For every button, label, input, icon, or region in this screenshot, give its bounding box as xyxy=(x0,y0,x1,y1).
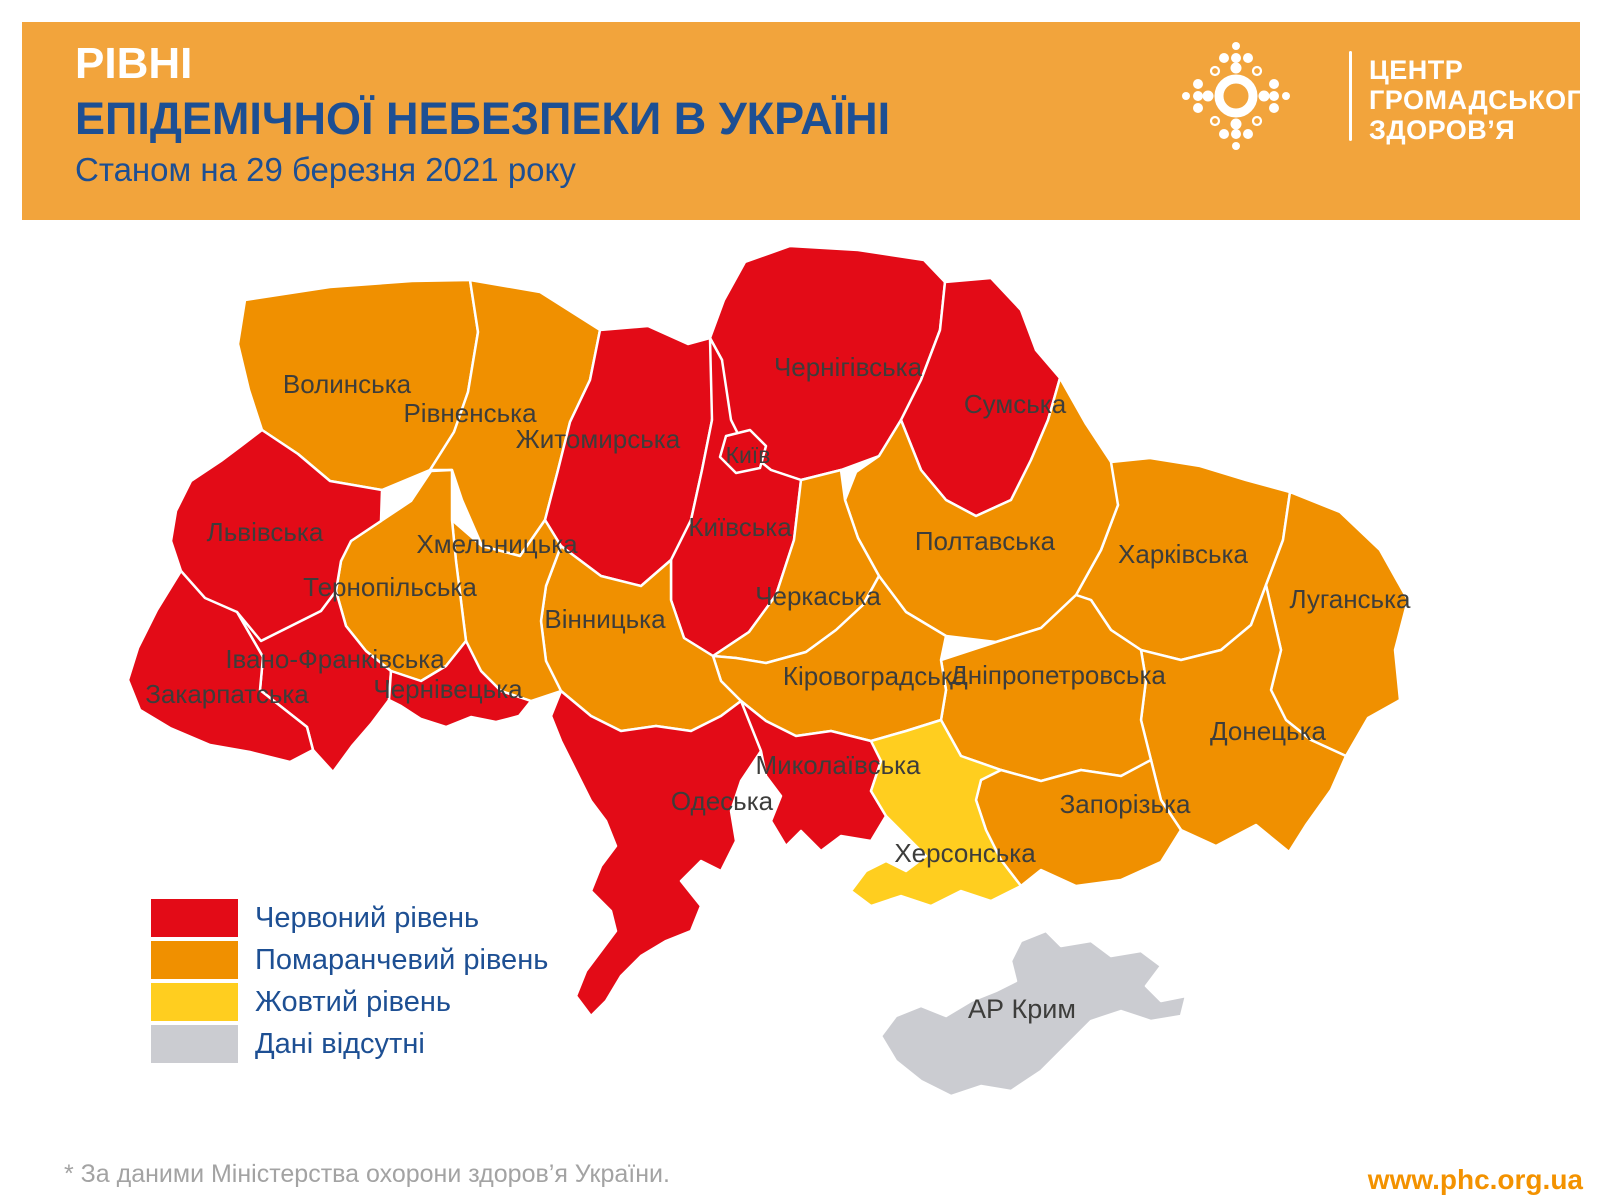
region-ar-krym xyxy=(879,929,1188,1098)
label-vinnytska: Вінницька xyxy=(544,604,666,634)
label-odeska: Одеська xyxy=(671,786,774,816)
title-line1: РІВНІ xyxy=(75,39,193,88)
phc-logo-dots-icon xyxy=(1182,42,1290,150)
label-ivano-frankivska: Івано-Франківська xyxy=(225,644,445,674)
legend-item-orange: Помаранчевий рівень xyxy=(151,941,548,979)
logo-text-line1: ЦЕНТР xyxy=(1369,55,1464,85)
subtitle-date: Станом на 29 березня 2021 року xyxy=(75,151,576,188)
label-khmelnytska: Хмельницька xyxy=(416,529,578,559)
region-chernivetska xyxy=(387,639,533,729)
label-ar-krym: АР Крим xyxy=(968,994,1076,1024)
label-volynska: Волинська xyxy=(283,369,412,399)
label-ternopilska: Тернопільська xyxy=(303,572,477,602)
source-footnote: * За даними Міністерства охорони здоров’… xyxy=(64,1160,670,1188)
legend-label-yellow: Жовтий рівень xyxy=(255,985,451,1018)
label-dnipropetrovska: Дніпропетровська xyxy=(950,660,1166,690)
label-zakarpatska: Закарпатська xyxy=(145,679,309,709)
legend-item-no-data: Дані відсутні xyxy=(151,1025,548,1063)
logo-text-line2: ГРОМАДСЬКОГО xyxy=(1369,85,1601,115)
label-zhytomyrska: Житомирська xyxy=(516,424,681,454)
label-zaporizka: Запорізька xyxy=(1060,789,1191,819)
label-khersonska: Херсонська xyxy=(894,838,1036,868)
yellow-level-swatch xyxy=(151,983,238,1021)
region-donetska xyxy=(1139,583,1348,854)
header-banner: РІВНІ ЕПІДЕМІЧНОЇ НЕБЕЗПЕКИ В УКРАЇНІ Ст… xyxy=(22,22,1580,220)
region-khersonska xyxy=(849,718,1023,908)
label-kyivska: Київська xyxy=(688,512,792,542)
region-zakarpatska xyxy=(126,569,315,764)
label-mykolaivska: Миколаївська xyxy=(755,750,921,780)
label-chernihivska: Чернігівська xyxy=(774,352,923,382)
region-kyiv-city xyxy=(718,428,768,475)
region-mykolaivska xyxy=(739,699,888,853)
label-rivnenska: Рівненська xyxy=(403,398,537,428)
legend-item-red: Червоний рівень xyxy=(151,899,548,937)
red-level-swatch xyxy=(151,899,238,937)
region-odeska xyxy=(549,689,768,1018)
label-kharkivska: Харківська xyxy=(1118,539,1248,569)
label-poltavska: Полтавська xyxy=(915,526,1056,556)
phc-logo-text: ЦЕНТР ГРОМАДСЬКОГО ЗДОРОВ’Я xyxy=(1369,55,1601,145)
label-luhanska: Луганська xyxy=(1289,584,1411,614)
label-cherkaska: Черкаська xyxy=(755,581,881,611)
orange-level-swatch xyxy=(151,941,238,979)
legend-item-yellow: Жовтий рівень xyxy=(151,983,548,1021)
label-kyiv-city: Київ xyxy=(726,442,771,468)
label-chernivetska: Чернівецька xyxy=(373,674,523,704)
label-sumska: Сумська xyxy=(964,389,1067,419)
legend: Червоний рівень Помаранчевий рівень Жовт… xyxy=(151,899,548,1067)
website-url[interactable]: www.phc.org.ua xyxy=(1367,1164,1583,1195)
legend-label-no-data: Дані відсутні xyxy=(255,1027,425,1060)
no-data-swatch xyxy=(151,1025,238,1063)
label-lvivska: Львівська xyxy=(207,517,324,547)
legend-label-red: Червоний рівень xyxy=(255,901,480,934)
label-kirovohradska: Кіровоградська xyxy=(783,661,968,691)
label-donetska: Донецька xyxy=(1210,716,1327,746)
legend-label-orange: Помаранчевий рівень xyxy=(255,943,549,976)
logo-text-line3: ЗДОРОВ’Я xyxy=(1369,115,1516,145)
title-line2: ЕПІДЕМІЧНОЇ НЕБЕЗПЕКИ В УКРАЇНІ xyxy=(75,93,891,144)
logo-separator xyxy=(1349,51,1352,141)
